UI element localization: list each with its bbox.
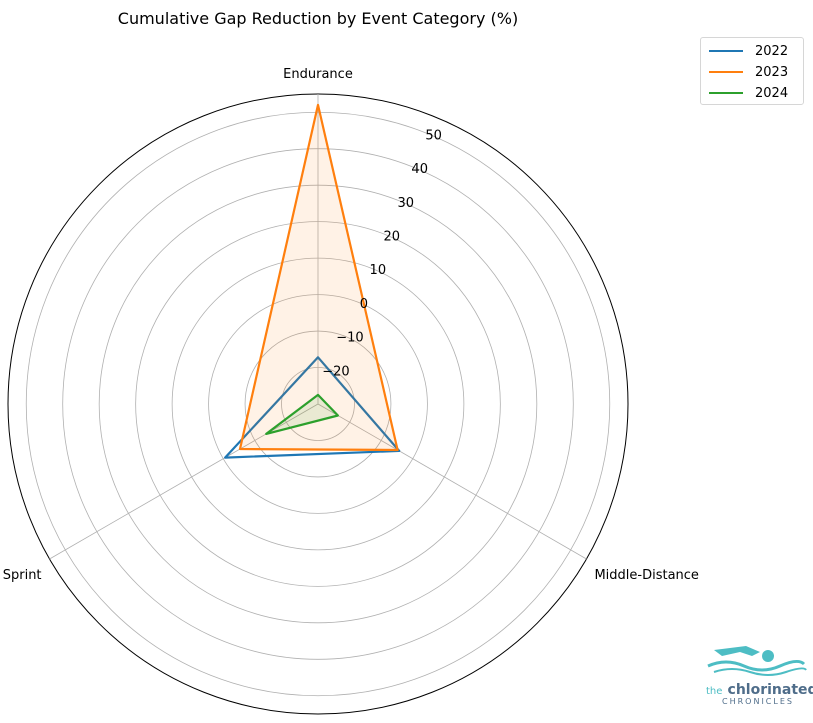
logo-sub: CHRONICLES <box>722 697 794 706</box>
legend-item-2023: 2023 <box>709 63 788 81</box>
r-tick-label: −20 <box>322 364 349 379</box>
r-tick-label: 10 <box>370 263 387 278</box>
series-fill-2024 <box>266 394 338 434</box>
series-line-2023 <box>238 103 399 452</box>
logo-the: the <box>706 686 723 697</box>
legend-label-2023: 2023 <box>755 64 789 80</box>
r-tick-label: 50 <box>425 128 442 143</box>
swimmer-icon <box>707 646 807 676</box>
series-fill-2023 <box>240 104 398 451</box>
legend-swatch-2023 <box>709 71 743 73</box>
category-label: Middle-Distance <box>594 568 698 583</box>
logo-wordmark: the chlorinated <box>706 679 813 698</box>
r-tick-label: 20 <box>384 230 401 245</box>
series-layer <box>224 103 401 459</box>
series-line-2022 <box>224 356 401 459</box>
legend: 2022 2023 2024 <box>700 37 804 105</box>
series-line-2024 <box>265 393 339 435</box>
legend-item-2024: 2024 <box>709 84 788 102</box>
legend-label-2022: 2022 <box>755 43 789 59</box>
logo-main: chlorinated <box>727 682 813 698</box>
category-label: Endurance <box>283 67 353 82</box>
r-tick-label: 30 <box>397 196 414 211</box>
legend-swatch-2024 <box>709 92 743 94</box>
grid-layer <box>7 93 629 715</box>
label-layer: −20 −10 0 10 20 30 40 50 Endurance Middle-Distanc… <box>3 67 699 583</box>
chart-title: Cumulative Gap Reduction by Event Catego… <box>118 9 518 28</box>
legend-swatch-2022 <box>709 50 743 52</box>
legend-item-2022: 2022 <box>709 42 788 60</box>
r-tick-label: 0 <box>360 297 368 312</box>
legend-label-2024: 2024 <box>755 85 789 101</box>
category-label: Sprint <box>3 568 42 583</box>
r-tick-label: −10 <box>336 331 363 346</box>
r-tick-label: 40 <box>411 162 428 177</box>
chlorinated-chronicles-logo: the chlorinated CHRONICLES <box>700 606 813 706</box>
axis-spoke <box>317 403 587 560</box>
